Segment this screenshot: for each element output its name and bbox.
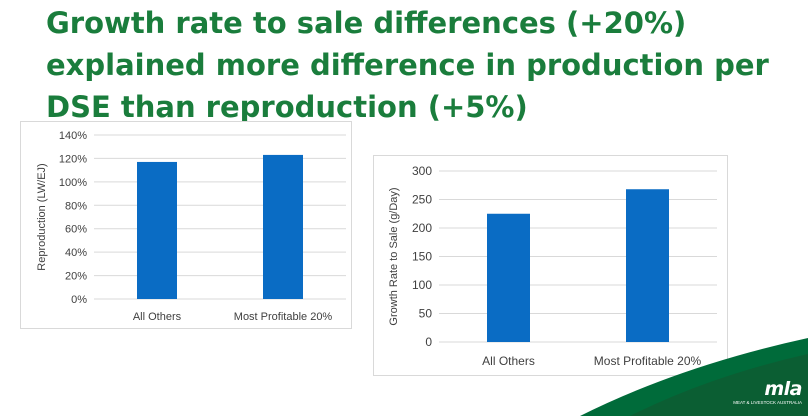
growth-rate-chart-svg: 0 50 100 150 200 250 300 All Others Most Profita… xyxy=(388,164,717,368)
growth-rate-y-tick-label: 150 xyxy=(412,250,432,264)
growth-rate-chart: 0 50 100 150 200 250 300 All Others Most Profita… xyxy=(373,155,728,376)
growth-rate-y-tick-label: 0 xyxy=(425,335,432,349)
growth-rate-y-axis-label: Growth Rate to Sale (g/Day) xyxy=(388,187,400,325)
growth-rate-category-label: All Others xyxy=(482,354,535,368)
slide-title: Growth rate to sale differences (+20%) e… xyxy=(46,6,769,124)
growth-rate-category-label: Most Profitable 20% xyxy=(594,354,702,368)
reproduction-bar xyxy=(263,154,303,299)
footer-swoosh-graphic xyxy=(580,338,808,416)
reproduction-chart: 0% 20% 40% 60% 80% 100% 120% 140% All Others Most… xyxy=(20,121,352,329)
growth-rate-bar xyxy=(626,189,669,342)
growth-rate-y-tick-label: 250 xyxy=(412,193,432,207)
growth-rate-y-tick-label: 50 xyxy=(419,307,433,321)
growth-rate-bar xyxy=(487,213,530,342)
logo-mark: mla xyxy=(764,378,802,400)
reproduction-chart-svg: 0% 20% 40% 60% 80% 100% 120% 140% All Others Most… xyxy=(36,130,346,323)
reproduction-y-tick-label: 100% xyxy=(59,177,87,189)
growth-rate-y-tick-label: 300 xyxy=(412,164,432,178)
reproduction-y-axis-label: Reproduction (LW/EJ) xyxy=(36,163,48,270)
reproduction-y-tick-label: 20% xyxy=(65,271,87,283)
reproduction-y-tick-label: 0% xyxy=(71,294,87,306)
reproduction-y-tick-label: 120% xyxy=(59,153,87,165)
reproduction-bar xyxy=(137,161,177,299)
reproduction-category-label: Most Profitable 20% xyxy=(234,311,333,323)
growth-rate-y-tick-label: 200 xyxy=(412,221,432,235)
mla-logo: mla MEAT & LIVESTOCK AUSTRALIA xyxy=(718,374,808,414)
reproduction-y-tick-label: 60% xyxy=(65,224,87,236)
reproduction-y-tick-label: 40% xyxy=(65,247,87,259)
growth-rate-y-tick-label: 100 xyxy=(412,278,432,292)
reproduction-y-tick-label: 140% xyxy=(59,130,87,142)
logo-tagline: MEAT & LIVESTOCK AUSTRALIA xyxy=(733,400,802,405)
reproduction-y-tick-label: 80% xyxy=(65,200,87,212)
reproduction-category-label: All Others xyxy=(133,311,182,323)
